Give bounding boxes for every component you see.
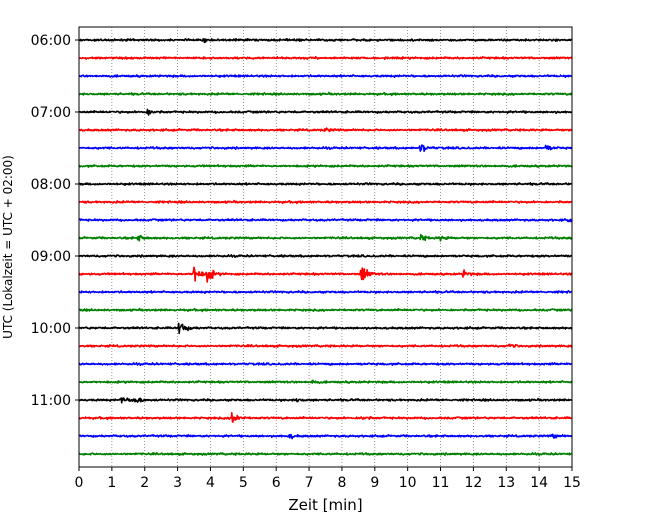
seismic-traces bbox=[78, 37, 573, 457]
y-axis-ticks: 06:00 07:00 08:00 09:00 10:00 11:00 bbox=[31, 33, 79, 409]
plot-frame bbox=[78, 26, 573, 468]
seismic-trace bbox=[78, 91, 573, 97]
x-tick-label: 10 bbox=[399, 475, 417, 491]
seismic-trace bbox=[78, 322, 573, 335]
y-tick-label: 11:00 bbox=[31, 393, 71, 409]
x-tick-label: 11 bbox=[432, 475, 450, 491]
x-axis-label: Zeit [min] bbox=[288, 496, 362, 514]
seismic-trace bbox=[78, 37, 573, 44]
x-tick-label: 6 bbox=[272, 475, 281, 491]
seismic-trace bbox=[78, 144, 573, 153]
x-tick-label: 9 bbox=[370, 475, 379, 491]
seismic-trace bbox=[78, 397, 573, 404]
seismic-trace bbox=[78, 290, 573, 295]
y-axis-label: UTC (Lokalzeit = UTC + 02:00) bbox=[1, 155, 15, 339]
x-tick-label: 2 bbox=[140, 475, 149, 491]
seismic-trace bbox=[78, 361, 573, 367]
x-axis-ticks: 0 1 2 3 4 5 6 7 8 9 10 11 12 13 14 15 bbox=[75, 467, 581, 491]
x-tick-label: 0 bbox=[75, 475, 84, 491]
x-tick-label: 5 bbox=[239, 475, 248, 491]
seismic-trace bbox=[78, 307, 573, 313]
y-tick-label: 08:00 bbox=[31, 177, 71, 193]
x-tick-label: 3 bbox=[173, 475, 182, 491]
x-tick-label: 4 bbox=[206, 475, 215, 491]
x-tick-label: 14 bbox=[530, 475, 548, 491]
seismic-trace bbox=[78, 266, 573, 283]
x-tick-label: 1 bbox=[107, 475, 116, 491]
seismic-trace bbox=[78, 108, 573, 116]
x-tick-label: 8 bbox=[337, 475, 346, 491]
seismic-trace bbox=[78, 343, 573, 348]
seismic-trace bbox=[78, 233, 573, 242]
x-tick-label: 7 bbox=[305, 475, 314, 491]
seismic-trace bbox=[78, 55, 573, 61]
seismic-trace bbox=[78, 182, 573, 187]
seismic-trace bbox=[78, 433, 573, 440]
y-tick-label: 07:00 bbox=[31, 105, 71, 121]
y-tick-label: 10:00 bbox=[31, 321, 71, 337]
seismic-trace bbox=[78, 254, 573, 259]
seismic-trace bbox=[78, 74, 573, 79]
seismic-trace bbox=[78, 452, 573, 457]
x-tick-label: 13 bbox=[497, 475, 515, 491]
seismic-trace bbox=[78, 163, 573, 168]
seismic-trace bbox=[78, 379, 573, 385]
seismic-trace bbox=[78, 412, 573, 423]
y-tick-label: 06:00 bbox=[31, 33, 71, 49]
x-tick-label: 15 bbox=[563, 475, 581, 491]
seismic-trace bbox=[78, 218, 573, 223]
grid-lines bbox=[111, 27, 540, 467]
y-tick-label: 09:00 bbox=[31, 249, 71, 265]
seismic-trace bbox=[78, 199, 573, 205]
seismic-trace bbox=[78, 127, 573, 133]
x-tick-label: 12 bbox=[464, 475, 482, 491]
